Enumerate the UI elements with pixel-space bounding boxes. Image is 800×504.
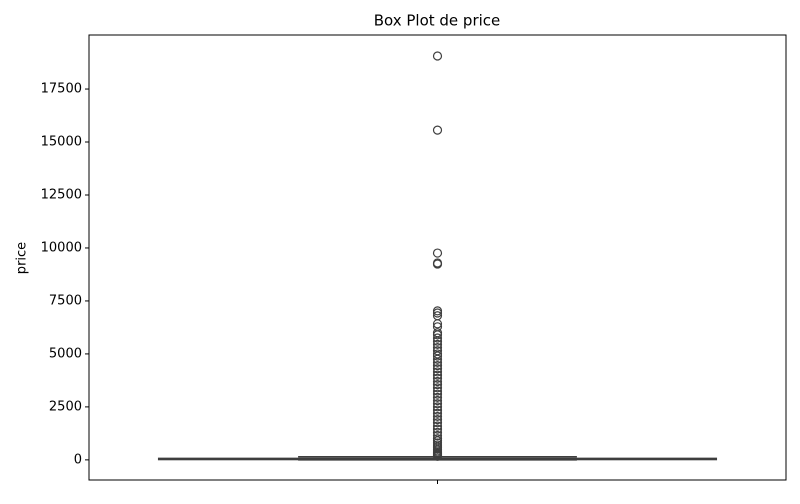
outlier <box>432 336 443 346</box>
outlier <box>432 399 443 409</box>
outlier <box>432 376 443 387</box>
outlier <box>432 259 443 269</box>
outlier <box>432 339 443 349</box>
outlier <box>432 333 443 343</box>
y-tick-label: 7500 <box>49 293 82 308</box>
outlier <box>432 308 443 318</box>
outlier <box>432 392 443 402</box>
outlier <box>432 421 443 431</box>
y-tick-label: 15000 <box>41 135 82 150</box>
outlier <box>432 424 443 434</box>
y-tick-label: 17500 <box>41 82 82 97</box>
y-tick-label: 10000 <box>41 240 82 255</box>
outlier <box>432 395 443 406</box>
outlier <box>432 330 443 340</box>
outlier <box>432 408 443 418</box>
outlier <box>432 415 443 425</box>
outlier <box>432 386 443 396</box>
outlier <box>432 451 443 461</box>
outlier <box>432 373 443 383</box>
outlier <box>432 389 443 399</box>
outlier <box>432 364 443 374</box>
y-tick-label: 12500 <box>41 187 82 202</box>
outlier <box>432 411 443 422</box>
outlier <box>432 125 443 135</box>
outlier <box>432 360 443 371</box>
outlier <box>432 51 443 61</box>
outlier <box>432 319 443 329</box>
outlier <box>432 351 443 361</box>
outlier <box>432 370 443 380</box>
outlier <box>432 367 443 377</box>
outlier <box>432 418 443 428</box>
outlier <box>432 383 443 393</box>
y-axis-label: price <box>15 242 30 274</box>
outlier <box>432 380 443 390</box>
y-tick-label: 5000 <box>49 346 82 361</box>
outlier <box>432 405 443 415</box>
chart-title: Box Plot de price <box>374 12 501 30</box>
y-tick-label: 0 <box>74 452 82 467</box>
y-tick-label: 2500 <box>49 399 82 414</box>
outlier <box>432 354 443 364</box>
outlier <box>432 248 443 258</box>
outlier <box>432 402 443 412</box>
outlier <box>432 357 443 367</box>
